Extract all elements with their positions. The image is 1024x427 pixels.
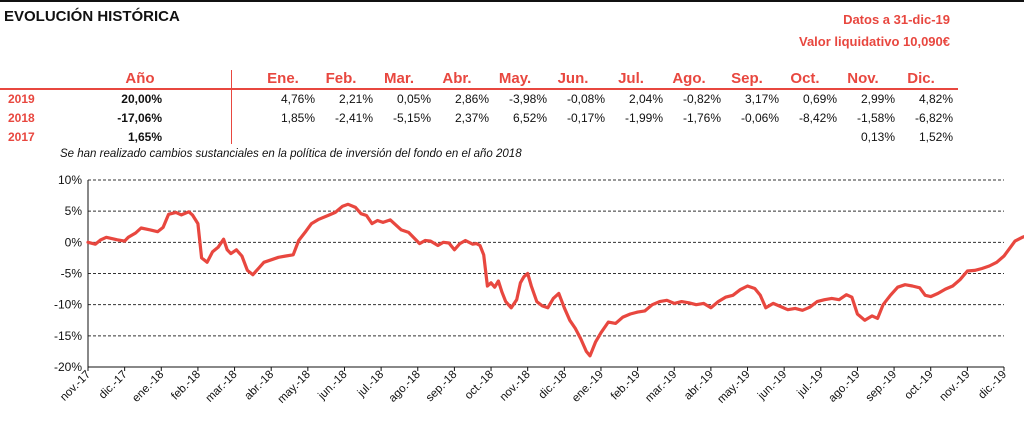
page-title: EVOLUCIÓN HISTÓRICA	[4, 8, 180, 25]
monthly-return-cell: -2,41%	[334, 111, 373, 125]
monthly-return-cell: -0,06%	[740, 111, 779, 125]
monthly-return-cell: 2,86%	[454, 92, 489, 106]
y-tick-label: -10%	[54, 298, 82, 312]
x-tick-label: sep.-19	[864, 369, 900, 405]
month-header: Jun.	[557, 70, 589, 87]
x-tick-label: nov.-18	[498, 369, 533, 404]
y-tick-label: 5%	[65, 204, 83, 218]
x-tick-label: ago.-19	[826, 369, 862, 405]
y-tick-label: 0%	[65, 235, 83, 249]
monthly-return-cell: 4,82%	[918, 92, 953, 106]
monthly-return-cell: 0,13%	[860, 130, 895, 144]
x-tick-label: feb.-19	[609, 369, 643, 403]
monthly-return-cell: 0,69%	[802, 92, 837, 106]
month-header: Oct.	[790, 70, 820, 87]
row-annual-return: 20,00%	[121, 92, 162, 106]
monthly-return-cell: -1,99%	[624, 111, 663, 125]
x-tick-label: oct.-18	[463, 369, 496, 402]
row-year: 2018	[8, 111, 35, 125]
monthly-return-cell: -1,76%	[682, 111, 721, 125]
row-annual-return: 1,65%	[127, 130, 162, 144]
header-rule	[0, 88, 958, 90]
x-tick-label: jul.-19	[795, 369, 826, 400]
x-tick-label: dic.-18	[537, 369, 570, 402]
month-header: Sep.	[731, 70, 763, 87]
x-tick-label: mar.-18	[204, 369, 240, 405]
x-tick-label: jul.-18	[355, 369, 386, 400]
monthly-return-cell: -3,98%	[508, 92, 547, 106]
month-header: Ene.	[267, 70, 299, 87]
x-tick-label: abr.-19	[682, 369, 716, 403]
x-tick-label: nov.-19	[937, 369, 972, 404]
monthly-return-cell: -6,82%	[914, 111, 953, 125]
y-tick-label: -20%	[54, 360, 82, 374]
policy-change-note: Se han realizado cambios sustanciales en…	[60, 148, 522, 160]
top-rule	[0, 0, 1024, 2]
monthly-return-cell: -8,42%	[798, 111, 837, 125]
monthly-return-cell: 2,21%	[338, 92, 373, 106]
x-tick-label: ago.-18	[387, 369, 423, 405]
data-date: Datos a 31-dic-19	[843, 12, 950, 27]
x-tick-label: may.-18	[276, 369, 313, 406]
month-header: Ago.	[672, 70, 706, 87]
x-tick-label: dic.-17	[97, 369, 130, 402]
x-tick-label: feb.-18	[169, 369, 203, 403]
month-header: Feb.	[325, 70, 357, 87]
y-tick-label: -15%	[54, 329, 82, 343]
monthly-return-cell: 2,99%	[860, 92, 895, 106]
x-tick-label: abr.-18	[243, 369, 277, 403]
performance-chart: 10%5%0%-5%-10%-15%-20%nov.-17 dic.-17 ene.…	[54, 173, 1024, 406]
x-tick-label: may.-19	[715, 369, 752, 406]
x-tick-label: jun.-19	[755, 369, 789, 403]
month-header: May.	[498, 70, 532, 87]
month-header: Jul.	[618, 70, 644, 87]
monthly-return-cell: 6,52%	[512, 111, 547, 125]
monthly-return-cell: 0,05%	[396, 92, 431, 106]
nav-value: Valor liquidativo 10,090€	[798, 34, 950, 49]
x-tick-label: ene.-19	[570, 369, 606, 405]
x-tick-label: oct.-19	[902, 369, 935, 402]
x-tick-label: dic.-19	[976, 369, 1009, 402]
month-header: Abr.	[442, 70, 472, 87]
monthly-return-cell: -0,82%	[682, 92, 721, 106]
x-tick-label: jun.-18	[316, 369, 350, 403]
x-tick-label: ene.-18	[130, 369, 166, 405]
series-line	[86, 202, 1024, 358]
column-separator	[231, 70, 232, 144]
monthly-return-cell: -5,15%	[392, 111, 431, 125]
row-annual-return: -17,06%	[117, 111, 162, 125]
monthly-return-cell: 1,85%	[280, 111, 315, 125]
monthly-return-cell: -0,17%	[566, 111, 605, 125]
month-header: Mar.	[383, 70, 414, 87]
monthly-return-cell: 4,76%	[280, 92, 315, 106]
month-header: Nov.	[847, 70, 879, 87]
monthly-return-cell: 2,37%	[454, 111, 489, 125]
x-tick-label: sep.-18	[424, 369, 460, 405]
monthly-return-cell: -0,08%	[566, 92, 605, 106]
month-header: Dic.	[907, 70, 935, 87]
y-tick-label: -5%	[61, 267, 83, 281]
monthly-return-cell: 3,17%	[744, 92, 779, 106]
row-year: 2019	[8, 92, 35, 106]
monthly-return-cell: -1,58%	[856, 111, 895, 125]
monthly-return-cell: 2,04%	[628, 92, 663, 106]
row-year: 2017	[8, 130, 35, 144]
x-tick-label: mar.-19	[643, 369, 679, 405]
monthly-return-cell: 1,52%	[918, 130, 953, 144]
y-tick-label: 10%	[58, 173, 82, 187]
year-column-header: Año	[125, 70, 155, 87]
